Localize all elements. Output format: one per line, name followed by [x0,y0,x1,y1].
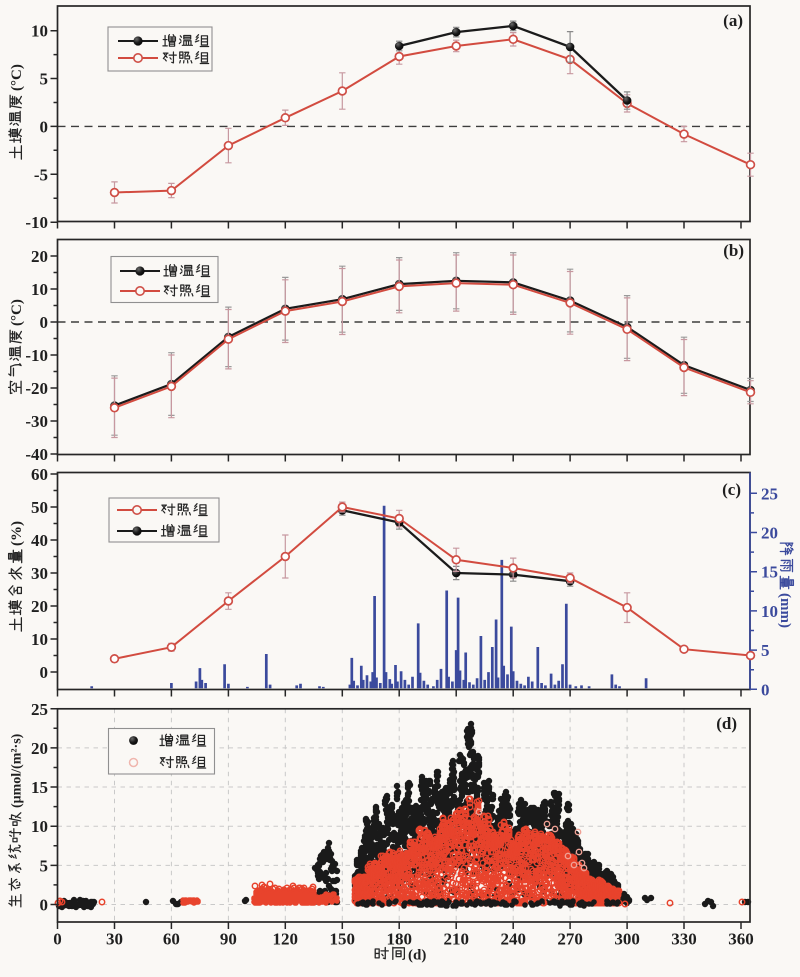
svg-text:(°C): (°C) [9,299,25,326]
svg-text:20: 20 [31,597,48,616]
svg-text:15: 15 [761,563,778,582]
svg-text:20: 20 [31,739,48,758]
svg-text:210: 210 [443,930,469,949]
svg-text:0: 0 [40,313,49,332]
svg-text:30: 30 [106,930,123,949]
svg-text:10: 10 [31,630,48,649]
svg-text:15: 15 [31,778,48,797]
svg-text:60: 60 [31,465,48,484]
svg-text:10: 10 [31,280,48,299]
svg-text:180: 180 [386,930,412,949]
svg-text:5: 5 [40,856,49,875]
svg-text:-20: -20 [25,379,48,398]
svg-text:-10: -10 [25,346,48,365]
svg-text:150: 150 [330,930,356,949]
svg-text:50: 50 [31,498,48,517]
svg-text:30: 30 [31,564,48,583]
svg-text:0: 0 [40,896,49,915]
svg-text:(μmol/(m²·s): (μmol/(m²·s) [10,733,25,808]
svg-text:0: 0 [40,663,49,682]
svg-text:270: 270 [557,930,583,949]
svg-text:20: 20 [761,524,778,543]
svg-text:(%): (%) [9,521,25,546]
svg-text:10: 10 [31,22,48,41]
svg-text:60: 60 [163,930,180,949]
svg-text:(°C): (°C) [9,64,25,91]
svg-text:20: 20 [31,247,48,266]
svg-text:(a): (a) [723,11,743,30]
svg-text:0: 0 [761,680,770,699]
svg-text:5: 5 [761,641,770,660]
svg-text:0: 0 [40,117,49,136]
svg-text:(mm): (mm) [777,593,793,628]
svg-text:(d): (d) [716,714,737,733]
svg-text:360: 360 [728,930,754,949]
svg-text:120: 120 [273,930,299,949]
svg-text:300: 300 [614,930,640,949]
svg-text:240: 240 [500,930,526,949]
svg-text:(d): (d) [408,948,426,964]
svg-text:0: 0 [53,930,62,949]
svg-text:10: 10 [31,817,48,836]
svg-text:330: 330 [671,930,697,949]
svg-text:-40: -40 [25,445,48,464]
svg-text:25: 25 [761,484,778,503]
svg-text:(c): (c) [722,480,741,499]
svg-text:-5: -5 [34,165,48,184]
svg-text:90: 90 [220,930,237,949]
svg-text:10: 10 [761,602,778,621]
svg-text:40: 40 [31,531,48,550]
svg-text:5: 5 [40,70,49,89]
svg-text:25: 25 [31,700,48,719]
svg-text:-30: -30 [25,412,48,431]
svg-text:-10: -10 [25,213,48,232]
svg-text:(b): (b) [723,241,744,260]
